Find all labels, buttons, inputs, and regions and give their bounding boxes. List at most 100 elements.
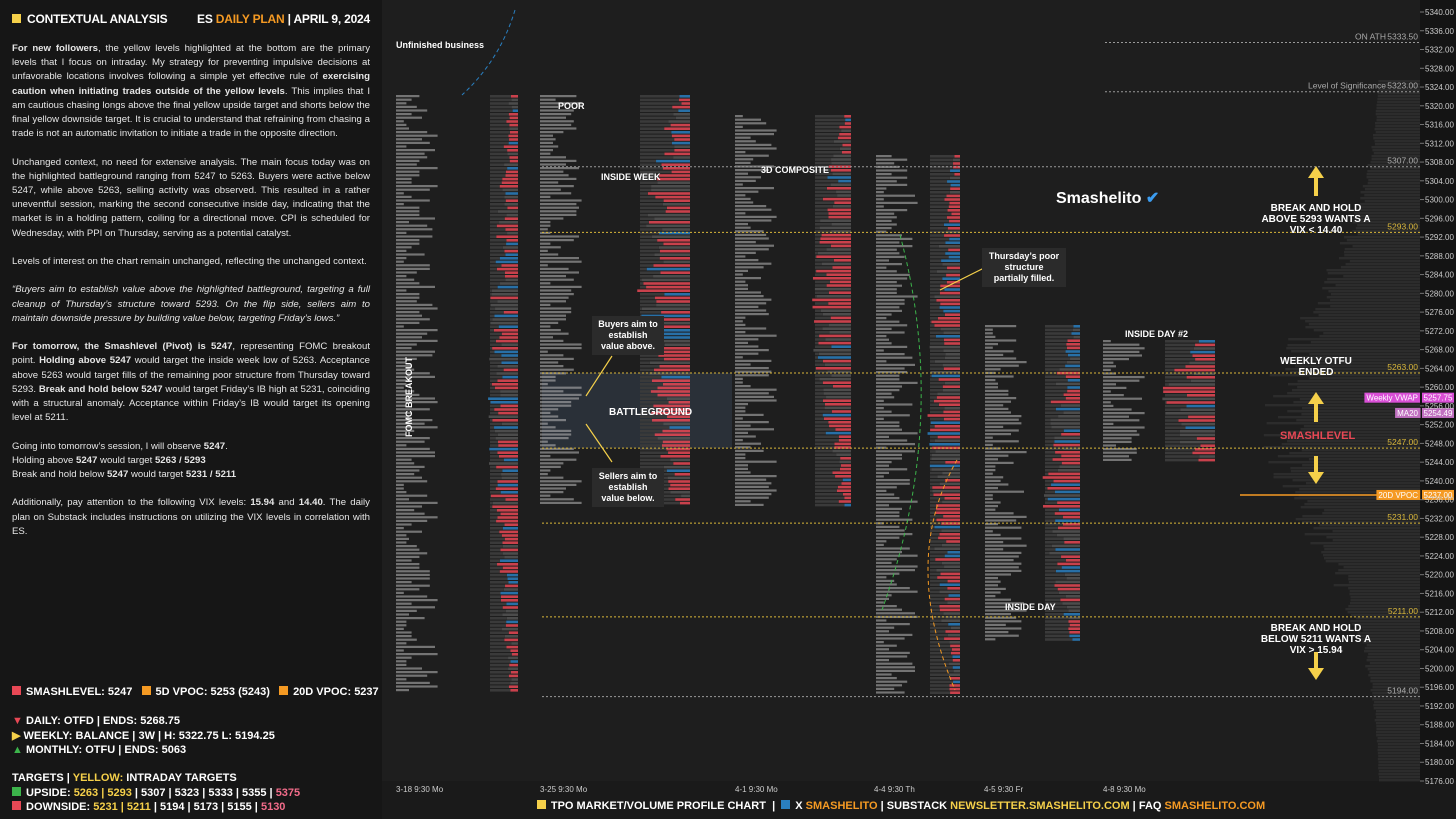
volume-shade — [490, 329, 494, 332]
tpo-letters — [396, 505, 422, 508]
volume-bar — [490, 321, 518, 325]
volume-shade — [490, 181, 502, 184]
volume-shade — [815, 233, 822, 237]
tpo-letters — [396, 404, 407, 407]
volume-shade — [815, 345, 832, 348]
volume-bar — [494, 386, 518, 390]
tpo-letters — [735, 424, 751, 427]
tpo-letters — [735, 161, 751, 164]
volume-shade — [930, 281, 947, 284]
y-tick-label: 5232.00 — [1425, 514, 1454, 523]
tpo-letters — [735, 359, 772, 362]
volume-shade — [1165, 426, 1186, 429]
volume-shade — [1165, 455, 1200, 458]
y-tick-label: 5276.00 — [1425, 308, 1454, 317]
annotation: WEEKLY OTFU ENDED — [1280, 356, 1352, 378]
volume-shade — [930, 360, 935, 363]
volume-shade — [930, 176, 950, 180]
volume-bar — [927, 432, 960, 435]
volume-bar — [666, 206, 690, 210]
volume-bar — [1068, 627, 1080, 630]
volume-shade — [815, 359, 823, 363]
tpo-letters — [396, 458, 412, 461]
tpo-letters — [876, 479, 910, 482]
tpo-letters — [735, 313, 769, 316]
paragraph-block: For tomorrow, the Smashlevel (Pivot) is … — [12, 340, 370, 425]
tpo-letters — [540, 177, 577, 180]
volume-bar — [939, 306, 960, 309]
volume-bar — [1057, 587, 1080, 591]
volume-bar — [945, 630, 960, 633]
level-label: 5307.00 — [1387, 156, 1418, 166]
composite-volume — [1377, 101, 1420, 104]
volume-shade — [490, 674, 509, 678]
volume-bar — [505, 228, 518, 231]
tpo-letters — [540, 419, 566, 422]
volume-shade — [1045, 404, 1061, 407]
volume-shade — [930, 662, 949, 666]
composite-volume — [1348, 578, 1420, 581]
composite-volume — [1375, 713, 1420, 716]
volume-bar — [944, 381, 960, 385]
y-tick-label: 5308.00 — [1425, 158, 1454, 167]
volume-bar — [673, 113, 690, 116]
tpo-letters — [985, 476, 1004, 479]
tpo-letters — [735, 467, 748, 470]
volume-bar — [509, 138, 518, 141]
volume-shade — [1165, 412, 1166, 415]
tpo-letters — [876, 687, 895, 690]
volume-bar — [498, 325, 518, 328]
volume-shade — [815, 136, 839, 140]
volume-shade — [1045, 598, 1061, 602]
composite-volume — [1330, 293, 1420, 296]
volume-bar — [506, 213, 518, 217]
volume-shade — [930, 263, 943, 266]
session-label: 4-5 9:30 Fr — [984, 785, 1023, 794]
volume-shade — [930, 155, 955, 158]
tpo-letters — [396, 653, 438, 656]
volume-bar — [824, 403, 851, 406]
volume-shade — [640, 195, 656, 199]
tpo-letters — [396, 264, 430, 267]
volume-bar — [950, 626, 960, 630]
volume-bar — [1062, 602, 1080, 605]
tpo-letters — [876, 669, 915, 672]
volume-bar — [1178, 419, 1215, 422]
composite-volume — [1290, 371, 1420, 374]
volume-shade — [930, 410, 944, 414]
volume-bar — [508, 685, 518, 688]
composite-volume — [1352, 230, 1420, 233]
footer-link[interactable]: SMASHELITO.COM — [1164, 800, 1266, 812]
volume-bar — [1065, 595, 1080, 598]
volume-bar — [937, 475, 960, 478]
volume-shade — [1045, 429, 1064, 432]
tpo-letters — [396, 638, 417, 641]
footer-link[interactable]: NEWSLETTER.SMASHELITO.COM — [950, 800, 1130, 812]
tpo-letters — [1103, 437, 1132, 440]
tpo-letters — [540, 329, 561, 332]
tpo-letters — [396, 476, 422, 479]
volume-shade — [490, 390, 501, 393]
tpo-letters — [985, 429, 1019, 432]
volume-shade — [815, 395, 827, 399]
volume-bar — [509, 159, 518, 163]
volume-shade — [930, 630, 946, 633]
volume-shade — [490, 473, 502, 476]
footer-link[interactable]: SMASHELITO — [805, 800, 878, 812]
volume-shade — [490, 185, 500, 188]
tpo-letters — [876, 662, 913, 665]
volume-bar — [501, 534, 518, 537]
volume-bar — [656, 303, 690, 307]
tpo-letters — [876, 633, 913, 636]
volume-bar — [505, 170, 518, 174]
tpo-letters — [396, 170, 420, 173]
volume-shade — [815, 161, 832, 165]
composite-volume — [1297, 386, 1420, 389]
tpo-letters — [1103, 361, 1114, 364]
volume-shade — [930, 349, 944, 352]
tpo-letters — [396, 512, 425, 515]
tpo-letters — [396, 408, 430, 411]
volume-shade — [930, 284, 941, 288]
volume-bar — [837, 194, 851, 197]
text-run: exercising caution when initiating trade… — [12, 71, 370, 97]
